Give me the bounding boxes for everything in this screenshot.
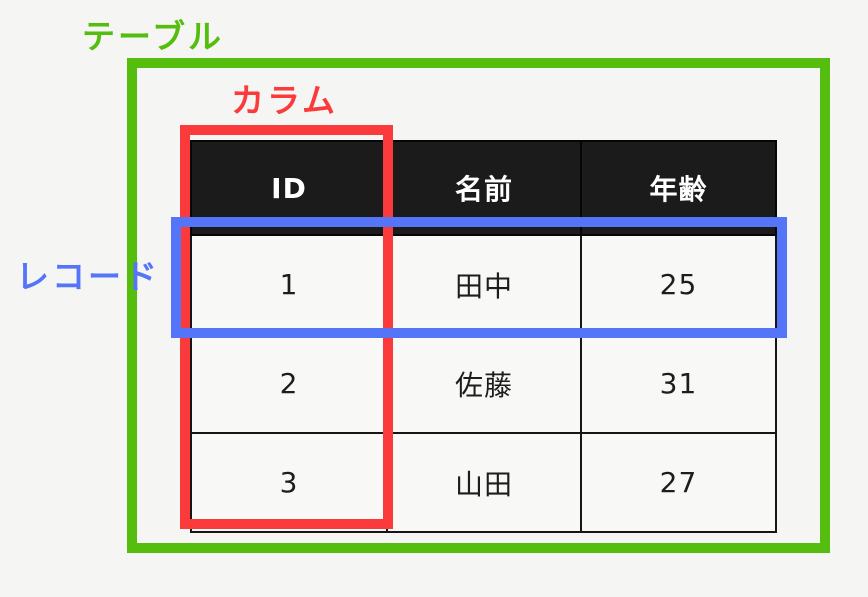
table-row: 1 田中 25 [190, 234, 777, 335]
table-annotation-label: テーブル [82, 17, 225, 56]
record-annotation-label: レコード [16, 257, 160, 296]
table-row: 2 佐藤 31 [190, 333, 777, 434]
table-row: 3 山田 27 [190, 432, 777, 533]
cell-age: 27 [580, 432, 777, 533]
cell-age: 25 [580, 234, 777, 335]
cell-age: 31 [580, 333, 777, 434]
table-highlight-box [127, 58, 830, 553]
cell-name: 田中 [386, 234, 582, 335]
cell-id: 1 [190, 234, 388, 335]
column-highlight-box [180, 125, 393, 529]
column-annotation-label: カラム [231, 81, 339, 120]
cell-id: 3 [190, 432, 388, 533]
cell-id: 2 [190, 333, 388, 434]
cell-name: 佐藤 [386, 333, 582, 434]
record-highlight-box [171, 217, 787, 338]
cell-name: 山田 [386, 432, 582, 533]
